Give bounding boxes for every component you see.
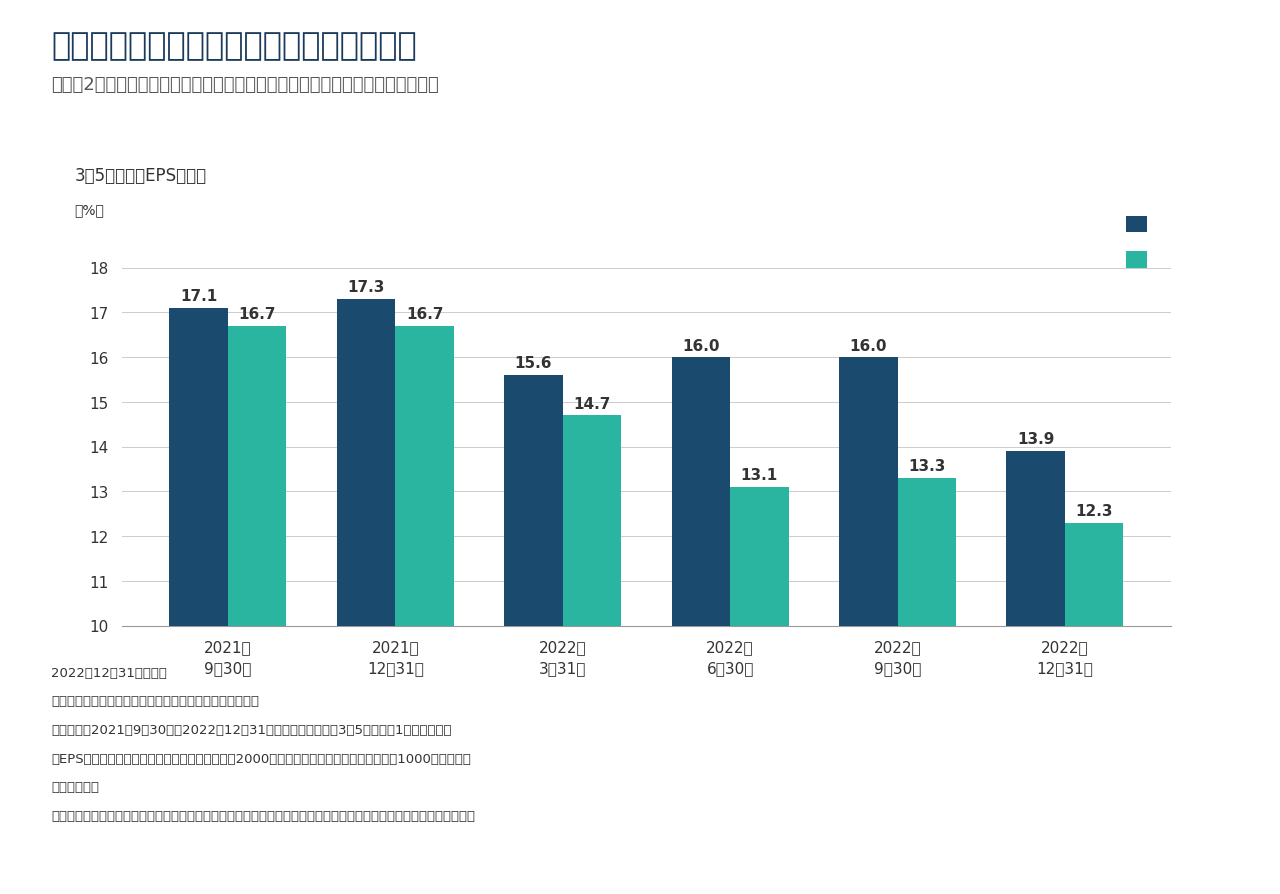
Text: 17.3: 17.3: [347, 280, 385, 295]
Bar: [563, 416, 621, 626]
Text: 小型株式は相対的に底堅い業績予想を維持: 小型株式は相対的に底堅い業績予想を維持: [51, 31, 417, 63]
Bar: [1006, 451, 1065, 626]
Bar: [730, 487, 788, 626]
Text: しています。: しています。: [51, 780, 100, 794]
Text: （図表2）それにも関わらず小型株式のバリュエーションは相対的に大幅に低下: （図表2）それにも関わらず小型株式のバリュエーションは相対的に大幅に低下: [51, 76, 439, 94]
Text: （EPS）成長率は、小型株式についてはラッセル2000指数、大型株式についてはラッセル1000指数を使用: （EPS）成長率は、小型株式についてはラッセル2000指数、大型株式についてはラ…: [51, 752, 471, 765]
Text: 13.1: 13.1: [741, 468, 778, 483]
Text: 出所：ファクトセットのデータをもとにティー・ロウ・プライスが算出。全ての権利はファクトセットに帰属します。: 出所：ファクトセットのデータをもとにティー・ロウ・プライスが算出。全ての権利はフ…: [51, 809, 475, 822]
Bar: [1065, 523, 1124, 626]
Bar: [838, 358, 897, 626]
Text: 16.0: 16.0: [850, 338, 887, 353]
Text: 12.3: 12.3: [1075, 503, 1112, 519]
Bar: [396, 326, 454, 626]
Text: 過去の実績は将来の成果を保証するものではありません。: 過去の実績は将来の成果を保証するものではありません。: [51, 695, 259, 708]
Text: （%）: （%）: [74, 203, 104, 216]
Text: 13.9: 13.9: [1016, 432, 1055, 447]
Bar: [897, 478, 956, 626]
Text: 16.0: 16.0: [682, 338, 719, 353]
Text: 3～5年先予想EPS成長率: 3～5年先予想EPS成長率: [74, 167, 206, 185]
Bar: [228, 326, 287, 626]
Text: 15.6: 15.6: [515, 356, 552, 371]
Text: 17.1: 17.1: [180, 289, 218, 304]
Text: 14.7: 14.7: [573, 396, 611, 411]
Bar: [337, 299, 396, 626]
Text: 13.3: 13.3: [908, 459, 946, 474]
Bar: [504, 375, 563, 626]
Bar: [672, 358, 730, 626]
Bar: [169, 308, 228, 626]
Text: 2022年12月31日現在。: 2022年12月31日現在。: [51, 666, 168, 679]
Text: 16.7: 16.7: [238, 307, 276, 322]
Text: 対象期間は2021年9月30日～2022年12月31日。四半期ベースの3～5年先予想1株当たり利益: 対象期間は2021年9月30日～2022年12月31日。四半期ベースの3～5年先…: [51, 723, 452, 737]
Text: 16.7: 16.7: [406, 307, 443, 322]
